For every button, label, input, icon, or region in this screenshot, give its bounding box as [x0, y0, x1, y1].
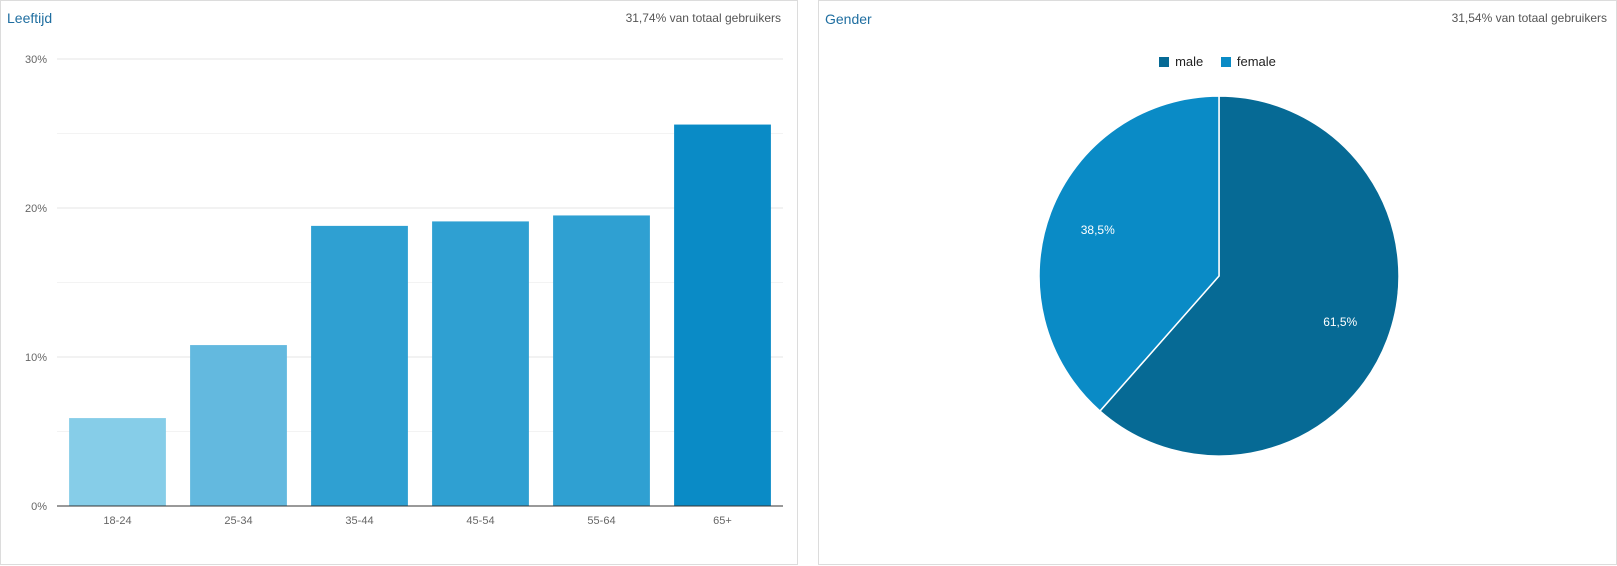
pie-slice-male[interactable]: [1098, 95, 1400, 457]
legend-swatch-female: [1220, 57, 1231, 67]
age-bar-chart: 0% 10% 20% 30% 18-24 25-34 35-44 45-54 55-64 65+: [25, 54, 783, 527]
x-tick-label: 55-64: [587, 515, 615, 527]
legend-item-female[interactable]: female: [1220, 54, 1276, 69]
age-card-subtitle: 31,74% van totaal gebruikers: [625, 11, 781, 25]
pie-slice-female[interactable]: [1038, 95, 1220, 413]
legend-swatch-male: [1159, 57, 1170, 67]
x-tick-label: 18-24: [103, 515, 131, 527]
x-tick-label: 35-44: [345, 515, 373, 527]
gender-card-title: Gender: [825, 11, 872, 27]
x-tick-label: 65+: [713, 515, 732, 527]
pie-label-male: 61,5%: [1323, 315, 1357, 329]
bar-45-54[interactable]: [432, 221, 529, 506]
y-tick-label: 10%: [25, 352, 47, 364]
bar-18-24[interactable]: [69, 418, 166, 506]
age-card-title: Leeftijd: [7, 10, 53, 26]
gender-legend: male female: [819, 54, 1616, 69]
bar-55-64[interactable]: [553, 215, 650, 506]
pie-label-female: 38,5%: [1081, 223, 1115, 237]
x-tick-label: 45-54: [466, 515, 494, 527]
x-tick-label: 25-34: [224, 515, 252, 527]
gender-pie-chart: 61,5% 38,5%: [1038, 95, 1400, 457]
legend-item-male[interactable]: male: [1159, 54, 1203, 69]
legend-label-female: female: [1236, 54, 1276, 69]
y-tick-label: 30%: [25, 54, 47, 66]
gender-card-subtitle: 31,54% van totaal gebruikers: [1451, 11, 1607, 25]
bar-25-34[interactable]: [190, 345, 287, 506]
age-card: Leeftijd 31,74% van totaal gebruikers 0%…: [0, 0, 798, 565]
legend-label-male: male: [1175, 54, 1204, 69]
y-tick-label: 0%: [31, 501, 47, 513]
y-tick-label: 20%: [25, 203, 47, 215]
bar-35-44[interactable]: [311, 225, 408, 506]
gender-card: Gender 31,54% van totaal gebruikers male…: [818, 0, 1617, 565]
bar-65+[interactable]: [674, 124, 771, 506]
